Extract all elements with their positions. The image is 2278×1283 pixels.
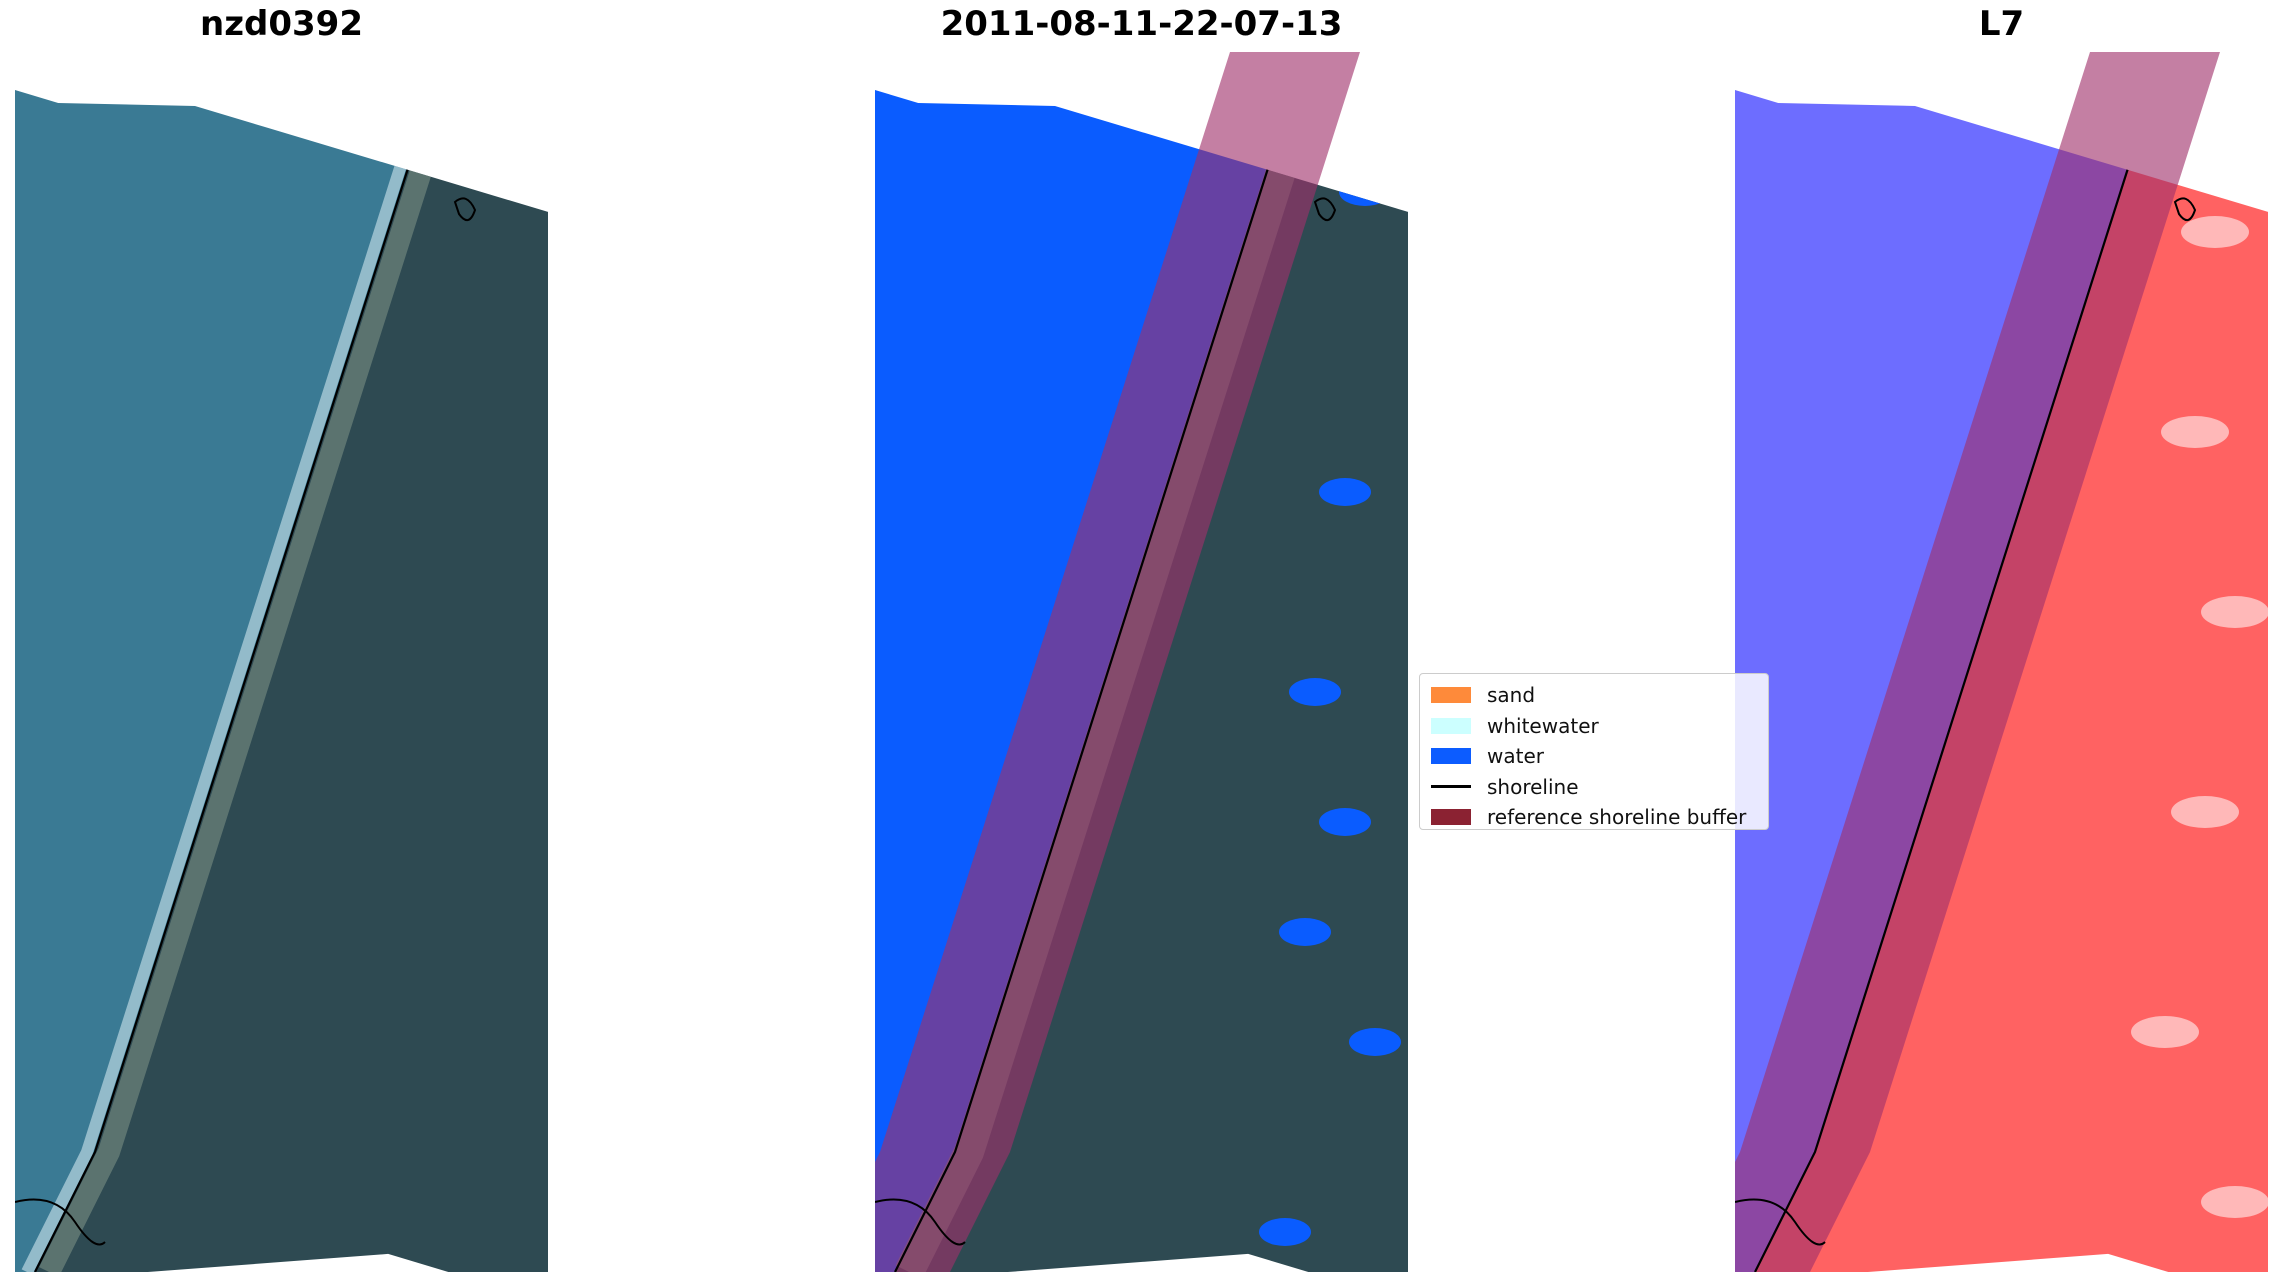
shoreline-estuary bbox=[1735, 1198, 1826, 1246]
legend-label-water: water bbox=[1487, 744, 1544, 769]
shoreline-loop bbox=[2173, 197, 2197, 221]
legend-item-sand: sand bbox=[1420, 680, 1768, 711]
water-patch bbox=[1349, 1028, 1401, 1056]
detected-shoreline bbox=[1754, 90, 2167, 1272]
reference-shoreline-buffer bbox=[1735, 52, 2220, 1272]
panel-title-satellite: L7 bbox=[1978, 4, 2025, 44]
water-swatch bbox=[1431, 748, 1471, 765]
buffer-swatch bbox=[1431, 809, 1471, 826]
detected-shoreline bbox=[894, 90, 1307, 1272]
water-patch bbox=[1259, 1218, 1311, 1246]
rgb-stripes bbox=[15, 90, 548, 1272]
index-bright-patch bbox=[2201, 1186, 2268, 1218]
water-patch bbox=[1319, 808, 1371, 836]
shoreline-loop bbox=[1313, 197, 1337, 221]
legend-label-sand: sand bbox=[1487, 683, 1536, 708]
legend-label-shoreline: shoreline bbox=[1487, 774, 1579, 799]
index-image-panel bbox=[1735, 52, 2268, 1272]
detected-shoreline bbox=[34, 90, 447, 1272]
water-patch bbox=[1279, 918, 1331, 946]
legend-item-water: water bbox=[1420, 741, 1768, 772]
reference-shoreline-buffer bbox=[875, 52, 1360, 1272]
surf-band bbox=[21, 90, 443, 1272]
index-bright-patch bbox=[2171, 796, 2239, 828]
index-bright-patch bbox=[2131, 1016, 2199, 1048]
shoreline-estuary bbox=[15, 1198, 106, 1246]
sand-swatch bbox=[1431, 687, 1471, 704]
legend-item-shoreline: shoreline bbox=[1420, 772, 1768, 803]
legend-label-whitewater: whitewater bbox=[1487, 713, 1599, 738]
water-patch bbox=[1339, 178, 1391, 206]
shoreline-line-swatch bbox=[1431, 785, 1471, 789]
legend-label-buffer: reference shoreline buffer bbox=[1487, 805, 1747, 830]
legend: sand whitewater water shoreline referenc… bbox=[1419, 673, 1769, 830]
beach-band bbox=[39, 90, 470, 1272]
water-patch bbox=[1289, 678, 1341, 706]
water-patch bbox=[1319, 478, 1371, 506]
whitewater-swatch bbox=[1431, 717, 1471, 734]
shoreline-estuary bbox=[875, 1198, 966, 1246]
classified-image-panel bbox=[875, 52, 1408, 1272]
index-bright-patch bbox=[2161, 416, 2229, 448]
legend-item-buffer: reference shoreline buffer bbox=[1420, 802, 1768, 830]
rgb-image-panel bbox=[15, 52, 548, 1272]
legend-item-whitewater: whitewater bbox=[1420, 711, 1768, 742]
index-bright-patch bbox=[2181, 216, 2249, 248]
panel-title-rgb: nzd0392 bbox=[200, 4, 363, 44]
index-image-svg bbox=[1735, 52, 2268, 1272]
index-bright-patch bbox=[2201, 596, 2268, 628]
classified-image-svg bbox=[875, 52, 1408, 1272]
shoreline-loop bbox=[453, 197, 477, 221]
rgb-image-svg bbox=[15, 90, 548, 1272]
panel-title-date: 2011-08-11-22-07-13 bbox=[940, 4, 1343, 44]
